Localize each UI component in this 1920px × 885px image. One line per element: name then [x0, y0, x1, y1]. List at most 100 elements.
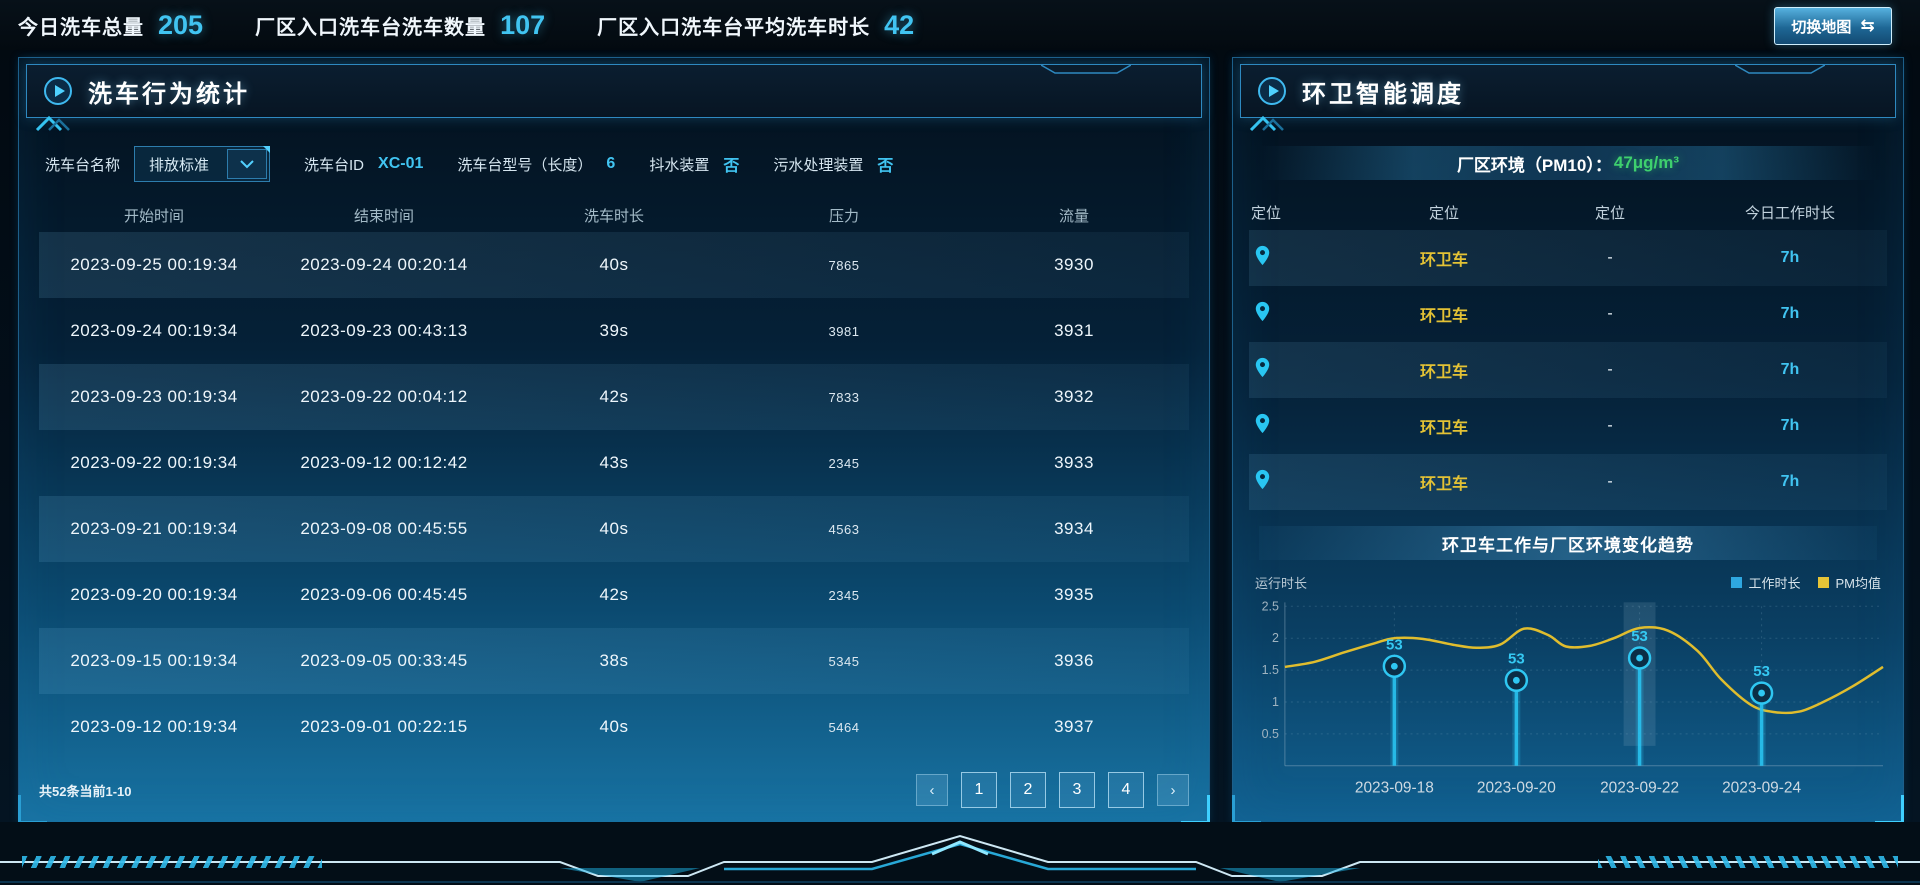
table-row[interactable]: 2023-09-23 00:19:34 2023-09-22 00:04:12 42… — [39, 364, 1189, 430]
table-cell: 42s — [599, 387, 629, 406]
svg-text:53: 53 — [1508, 650, 1525, 667]
panel-header: 环卫智能调度 — [1240, 64, 1896, 132]
vehicle-name: 环卫车 — [1361, 414, 1527, 438]
table-cell: 5464 — [828, 719, 860, 735]
table-cell: 3935 — [1054, 585, 1094, 604]
work-hours: 7h — [1780, 305, 1800, 322]
wash-table-header: 开始时间 结束时间 洗车时长 压力 流量 — [39, 200, 1189, 230]
vehicle-name: 环卫车 — [1361, 470, 1527, 494]
page-button[interactable]: 1 — [961, 772, 997, 808]
switch-map-button[interactable]: 切换地图 ⇆ — [1774, 7, 1892, 45]
pm10-value: 47μg/m³ — [1613, 153, 1680, 172]
table-row[interactable]: 2023-09-25 00:19:34 2023-09-24 00:20:14 40… — [39, 232, 1189, 298]
pin-cell[interactable] — [1249, 412, 1361, 440]
column-header: 开始时间 — [123, 207, 184, 225]
dispatch-row[interactable]: 环卫车 - 7h — [1249, 286, 1887, 342]
table-cell: 38s — [599, 651, 629, 670]
dispatch-row[interactable]: 环卫车 - 7h — [1249, 230, 1887, 286]
table-cell: 2023-09-05 00:33:45 — [300, 651, 468, 670]
prev-page-button[interactable]: ‹ — [916, 774, 948, 806]
dispatch-row[interactable]: 环卫车 - 7h — [1249, 342, 1887, 398]
table-cell: 3931 — [1054, 321, 1094, 340]
vehicle-name-text: 环卫车 — [1419, 476, 1468, 493]
dispatch-row[interactable]: 环卫车 - 7h — [1249, 454, 1887, 510]
pin-cell[interactable] — [1249, 244, 1361, 272]
table-cell: 3933 — [1054, 453, 1094, 472]
stat-label: 厂区入口洗车台洗车数量 — [255, 16, 487, 39]
column-header: 今日工作时长 — [1744, 204, 1835, 222]
table-row[interactable]: 2023-09-22 00:19:34 2023-09-12 00:12:42 43… — [39, 430, 1189, 496]
trend-chart-svg: 0.5 1 1.5 2 2.5 53 2023-09-18 53 2023-09-20 53 202… — [1262, 599, 1884, 797]
filter-value: 6 — [606, 155, 616, 172]
footer-tech-lines — [0, 834, 1920, 883]
work-hours: 7h — [1780, 361, 1800, 378]
svg-text:53: 53 — [1631, 628, 1648, 645]
top-bar: 今日洗车总量 205 厂区入口洗车台洗车数量 107 厂区入口洗车台平均洗车时长 42 切… — [0, 0, 1920, 50]
stat-value: 42 — [884, 9, 915, 40]
filter-row: 洗车台名称 排放标准 洗车台ID XC-01 洗车台型号（长度） 6 抖水装置否污水处理… — [45, 146, 1189, 182]
trend-title: 环卫车工作与厂区环境变化趋势 — [1259, 526, 1877, 560]
select-button — [227, 149, 268, 179]
dispatch-rows: 环卫车 - 7h 环卫车 - 7h 环卫车 - 7h 环卫车 - 7h 环卫车 - 7h — [1249, 230, 1887, 510]
vehicle-name-text: 环卫车 — [1419, 364, 1468, 381]
vehicle-name-text: 环卫车 — [1419, 252, 1468, 269]
svg-text:2023-09-24: 2023-09-24 — [1722, 780, 1801, 797]
vehicle-name-text: 环卫车 — [1419, 420, 1468, 437]
chart-y-label: 运行时长 — [1255, 575, 1308, 591]
svg-text:2023-09-20: 2023-09-20 — [1477, 780, 1556, 797]
table-cell: 4563 — [828, 521, 860, 537]
svg-text:2023-09-18: 2023-09-18 — [1355, 780, 1434, 797]
pm10-label: 厂区环境（PM10）： — [1456, 155, 1612, 175]
table-cell: 2023-09-25 00:19:34 — [70, 255, 238, 274]
work-hours: 7h — [1780, 473, 1800, 490]
station-select[interactable]: 排放标准 — [134, 146, 271, 182]
pin-cell[interactable] — [1249, 356, 1361, 384]
filter-value: 否 — [877, 158, 894, 175]
table-cell: 2023-09-22 00:19:34 — [70, 453, 238, 472]
panel-title: 洗车行为统计 — [88, 80, 250, 108]
switch-arrows-icon: ⇆ — [1860, 16, 1875, 35]
pin-cell[interactable] — [1249, 300, 1361, 328]
dispatch-row[interactable]: 环卫车 - 7h — [1249, 398, 1887, 454]
play-icon — [44, 77, 72, 105]
table-cell: 2023-09-23 00:43:13 — [300, 321, 468, 340]
filter-field: 抖水装置否 — [649, 152, 739, 176]
filter-label: 污水处理装置 — [773, 156, 864, 174]
stat-label: 今日洗车总量 — [18, 16, 144, 39]
page-button[interactable]: 2 — [1010, 772, 1046, 808]
table-row[interactable]: 2023-09-20 00:19:34 2023-09-06 00:45:45 42… — [39, 562, 1189, 628]
chart-header: 运行时长 工作时长 PM均值 — [1255, 572, 1881, 592]
table-row[interactable]: 2023-09-21 00:19:34 2023-09-08 00:45:55 40… — [39, 496, 1189, 562]
footer-decoration — [0, 822, 1920, 885]
table-row[interactable]: 2023-09-12 00:19:34 2023-09-01 00:22:15 40… — [39, 694, 1189, 760]
pin-cell[interactable] — [1249, 468, 1361, 496]
wash-table-rows: 2023-09-25 00:19:34 2023-09-24 00:20:14 40… — [39, 232, 1189, 760]
stat-item: 今日洗车总量 205 — [18, 10, 203, 41]
pm10-banner: 厂区环境（PM10）： 47μg/m³ — [1259, 146, 1877, 180]
column-header: 洗车时长 — [583, 207, 644, 225]
sanitation-dispatch-panel: 环卫智能调度 厂区环境（PM10）： 47μg/m³ 定位 定位 定位 今日工作时长 … — [1232, 57, 1904, 824]
vehicle-name: 环卫车 — [1361, 302, 1527, 326]
filter-label: 抖水装置 — [649, 156, 710, 174]
legend-item: 工作时长 — [1731, 573, 1800, 592]
top-stats: 今日洗车总量 205 厂区入口洗车台洗车数量 107 厂区入口洗车台平均洗车时长 42 — [18, 0, 914, 50]
table-cell: 40s — [599, 519, 629, 538]
filter-label: 洗车台型号（长度） — [457, 156, 593, 174]
table-cell: 3932 — [1054, 387, 1094, 406]
svg-text:0.5: 0.5 — [1262, 727, 1279, 741]
table-cell: 3930 — [1054, 255, 1094, 274]
column-header: 定位 — [1428, 204, 1459, 222]
page-button[interactable]: 3 — [1059, 772, 1095, 808]
vehicle-name-text: 环卫车 — [1419, 308, 1468, 325]
table-row[interactable]: 2023-09-24 00:19:34 2023-09-23 00:43:13 39… — [39, 298, 1189, 364]
table-cell: 7833 — [828, 389, 860, 405]
page-button[interactable]: 4 — [1108, 772, 1144, 808]
location-pin-icon — [1255, 413, 1270, 434]
table-cell: 2023-09-12 00:12:42 — [300, 453, 468, 472]
table-cell: 5345 — [828, 653, 860, 669]
table-row[interactable]: 2023-09-15 00:19:34 2023-09-05 00:33:45 38… — [39, 628, 1189, 694]
next-page-button[interactable]: › — [1157, 774, 1189, 806]
